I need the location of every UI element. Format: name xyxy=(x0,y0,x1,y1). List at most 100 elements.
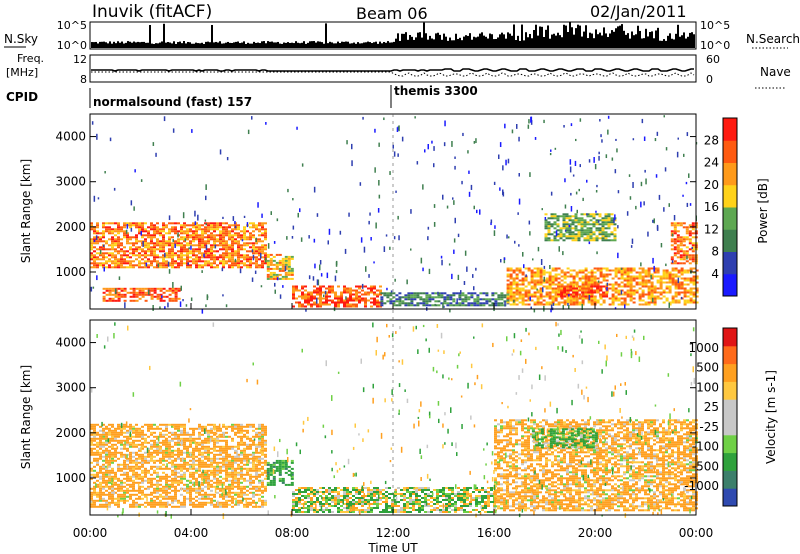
echo-cell xyxy=(228,232,231,235)
echo-cell xyxy=(147,425,150,428)
echo-cell xyxy=(117,463,120,466)
echo-cell xyxy=(680,277,684,280)
nsearch-dot xyxy=(164,46,165,47)
echo-cell xyxy=(120,493,123,496)
echo-cell xyxy=(623,283,627,286)
echo-cell xyxy=(189,236,192,239)
echo-cell xyxy=(569,275,573,278)
echo-cell xyxy=(174,262,177,265)
echo-cell xyxy=(207,477,210,480)
echo-cell xyxy=(659,293,663,296)
echo-cell xyxy=(165,505,168,508)
scatter-echo xyxy=(680,296,683,300)
echo-cell xyxy=(671,301,675,304)
echo-cell xyxy=(515,303,519,306)
echo-cell xyxy=(114,449,117,452)
echo-cell xyxy=(295,289,298,292)
nsky-bar xyxy=(335,43,337,48)
echo-cell xyxy=(370,287,373,290)
echo-cell xyxy=(105,240,108,243)
echo-cell xyxy=(213,473,216,476)
echo-cell xyxy=(670,224,674,227)
echo-cell xyxy=(153,499,156,502)
echo-cell xyxy=(129,423,132,426)
echo-cell xyxy=(509,291,513,294)
echo-cell xyxy=(204,256,207,259)
echo-cell xyxy=(141,461,144,464)
echo-cell xyxy=(572,287,576,290)
echo-cell xyxy=(126,236,129,239)
echo-cell xyxy=(153,226,156,229)
echo-cell xyxy=(607,215,611,218)
echo-cell xyxy=(261,260,264,263)
echo-cell xyxy=(346,287,349,290)
echo-cell xyxy=(120,495,123,498)
echo-cell xyxy=(367,293,370,296)
echo-cell xyxy=(210,463,213,466)
echo-cell xyxy=(186,463,189,466)
echo-cell xyxy=(132,252,135,255)
echo-cell xyxy=(111,445,114,448)
echo-cell xyxy=(255,256,258,259)
echo-cell xyxy=(135,299,139,302)
echo-cell xyxy=(108,479,111,482)
echo-cell xyxy=(171,254,174,257)
nsearch-dot xyxy=(516,46,517,47)
echo-cell xyxy=(620,269,624,272)
echo-cell xyxy=(135,497,138,500)
echo-cell xyxy=(117,495,120,498)
echo-cell xyxy=(635,271,639,274)
echo-cell xyxy=(676,256,680,259)
echo-cell xyxy=(108,463,111,466)
nsearch-dot xyxy=(160,46,161,47)
echo-cell xyxy=(228,252,231,255)
echo-cell xyxy=(258,246,261,249)
nsearch-dot xyxy=(404,46,405,47)
nsky-bar xyxy=(601,35,603,48)
echo-cell xyxy=(120,293,124,296)
echo-cell xyxy=(180,473,183,476)
echo-cell xyxy=(216,222,219,225)
echo-cell xyxy=(614,281,618,284)
scatter-echo xyxy=(437,291,439,295)
scatter-echo xyxy=(327,240,329,245)
scatter-echo xyxy=(373,261,375,264)
echo-cell xyxy=(392,300,396,303)
echo-cell xyxy=(159,431,162,434)
echo-cell xyxy=(93,258,96,261)
scatter-echo xyxy=(448,263,451,266)
echo-cell xyxy=(138,252,141,255)
echo-cell xyxy=(632,289,636,292)
echo-cell xyxy=(392,296,396,299)
echo-cell xyxy=(171,291,175,294)
echo-cell xyxy=(102,441,105,444)
echo-cell xyxy=(512,295,516,298)
scatter-echo xyxy=(641,118,644,124)
echo-cell xyxy=(428,300,432,303)
scatter-echo xyxy=(586,179,588,183)
echo-cell xyxy=(189,443,192,446)
echo-cell xyxy=(539,297,543,300)
echo-cell xyxy=(556,233,560,236)
echo-cell xyxy=(111,467,114,470)
echo-cell xyxy=(99,437,102,440)
nsearch-dot xyxy=(460,46,461,47)
echo-cell xyxy=(361,297,364,300)
echo-cell xyxy=(162,477,165,480)
echo-cell xyxy=(255,260,258,263)
echo-cell xyxy=(589,237,593,240)
echo-cell xyxy=(177,455,180,458)
echo-cell xyxy=(266,259,270,262)
echo-cell xyxy=(679,236,683,239)
echo-cell xyxy=(671,299,675,302)
colorbar-segment xyxy=(723,229,737,252)
echo-cell xyxy=(688,232,692,235)
echo-cell xyxy=(177,505,180,508)
echo-cell xyxy=(556,225,560,228)
nsky-bar xyxy=(607,36,609,48)
echo-cell xyxy=(135,465,138,468)
echo-cell xyxy=(165,503,168,506)
echo-cell xyxy=(524,289,528,292)
scatter-echo xyxy=(614,307,617,310)
echo-cell xyxy=(665,273,669,276)
